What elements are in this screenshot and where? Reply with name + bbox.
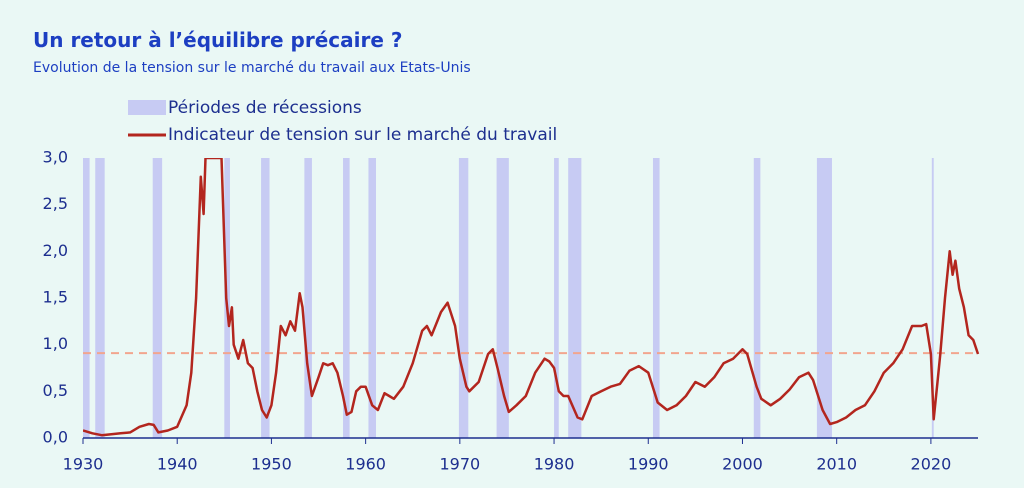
x-tick-label: 1970 — [439, 455, 480, 474]
recession-band — [554, 158, 559, 438]
x-tick-label: 1930 — [63, 455, 104, 474]
legend-label: Périodes de récessions — [168, 98, 362, 118]
y-tick-label: 0,0 — [43, 428, 68, 447]
recession-band — [83, 158, 90, 438]
x-tick-label: 1980 — [534, 455, 575, 474]
x-tick-label: 1950 — [251, 455, 292, 474]
recession-band — [152, 158, 163, 438]
series-line — [83, 158, 980, 437]
recession-band — [931, 158, 934, 438]
recession-band — [304, 158, 312, 438]
x-tick-label: 1940 — [157, 455, 198, 474]
y-tick-label: 0,5 — [43, 381, 68, 400]
recession-band — [568, 158, 582, 438]
recession-band — [368, 158, 376, 438]
legend-label: Indicateur de tension sur le marché du t… — [168, 125, 557, 145]
recession-band — [261, 158, 270, 438]
chart-subtitle: Evolution de la tension sur le marché du… — [33, 60, 471, 76]
y-tick-label: 1,5 — [43, 288, 68, 307]
x-tick-label: 2020 — [911, 455, 952, 474]
x-tick-label: 1990 — [628, 455, 669, 474]
y-tick-label: 2,0 — [43, 241, 68, 260]
x-tick-label: 1960 — [345, 455, 386, 474]
y-tick-label: 2,5 — [43, 194, 68, 213]
recession-band — [496, 158, 509, 438]
legend-swatch — [128, 100, 166, 115]
y-tick-label: 1,0 — [43, 334, 68, 353]
x-tick-label: 2000 — [722, 455, 763, 474]
recession-band — [458, 158, 469, 438]
recession-band — [816, 158, 832, 438]
recession-band — [343, 158, 350, 438]
x-tick-label: 2010 — [816, 455, 857, 474]
recession-bands — [83, 158, 934, 438]
recession-band — [95, 158, 105, 438]
y-tick-label: 3,0 — [43, 148, 68, 167]
chart-title: Un retour à l’équilibre précaire ? — [33, 28, 402, 52]
recession-band — [652, 158, 660, 438]
recession-band — [753, 158, 761, 438]
